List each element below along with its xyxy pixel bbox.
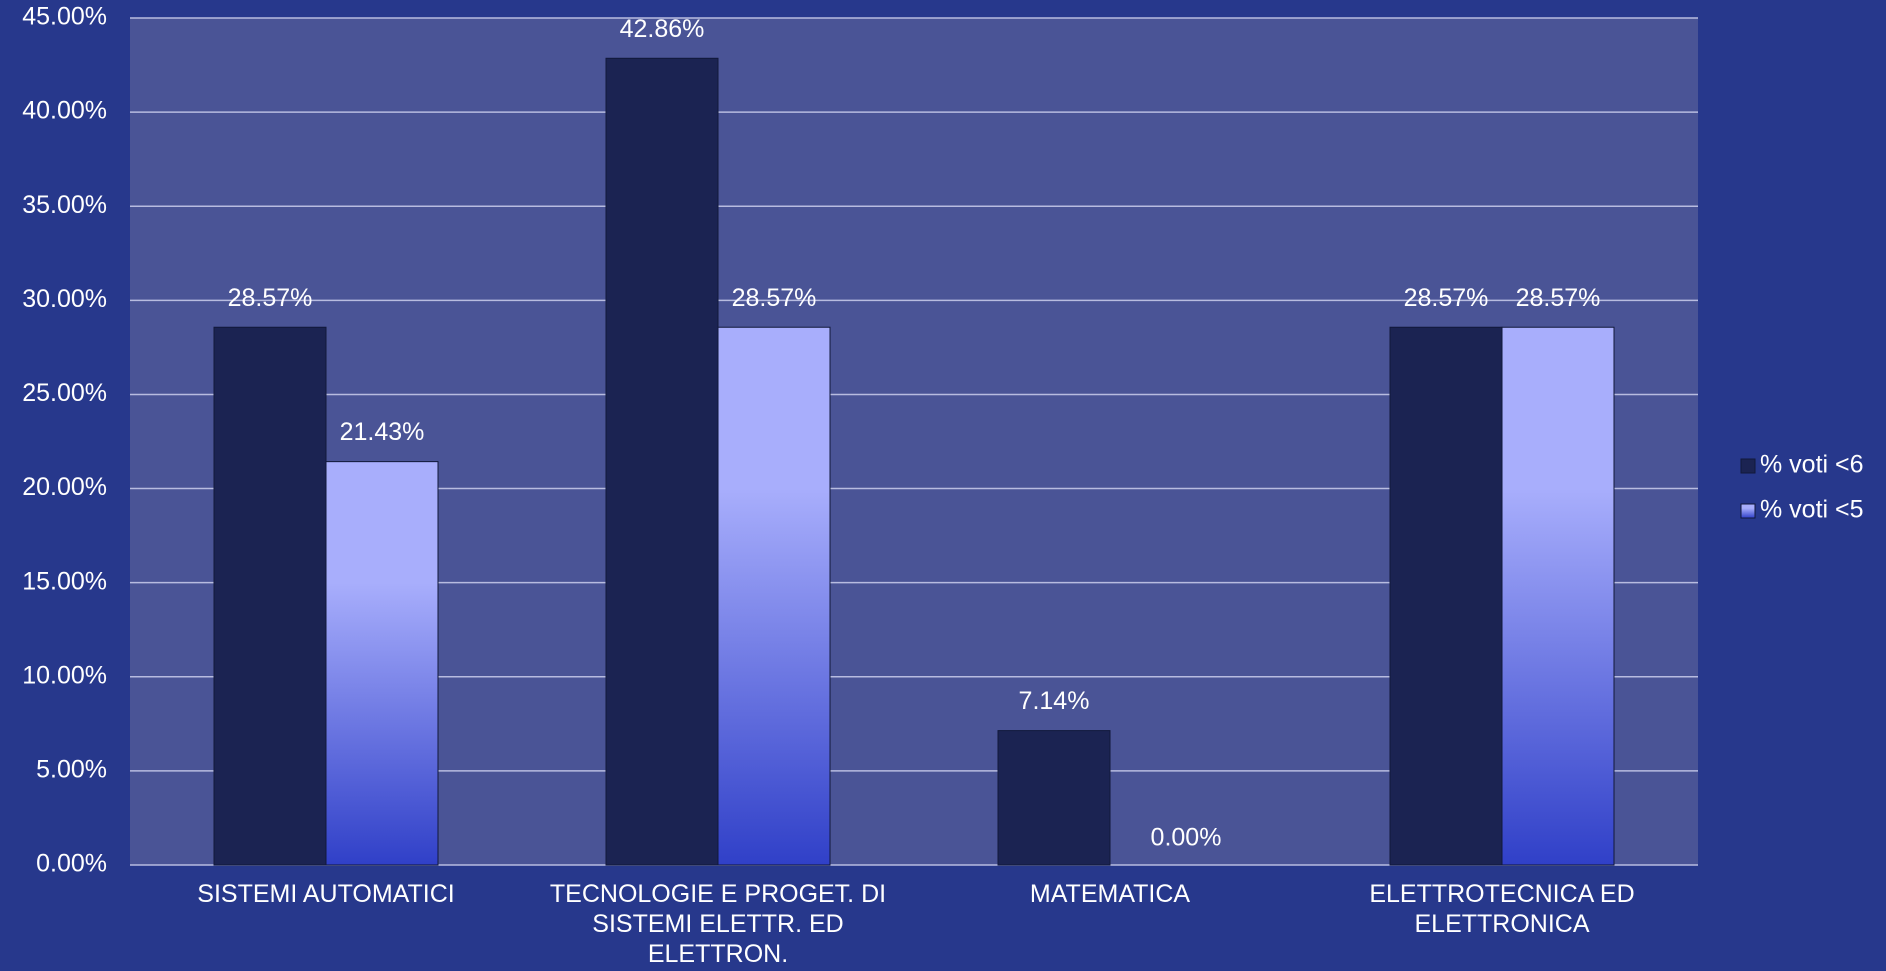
y-tick-label: 30.00% bbox=[22, 285, 107, 313]
y-tick-label: 25.00% bbox=[22, 379, 107, 407]
bar bbox=[997, 730, 1111, 866]
value-label: 42.86% bbox=[620, 15, 705, 43]
x-tick-label-box: ELETTROTECNICA ED ELETTRONICA bbox=[1369, 880, 1635, 938]
y-tick-label: 0.00% bbox=[36, 850, 107, 878]
legend-label: % voti <5 bbox=[1760, 496, 1864, 524]
y-tick-label: 45.00% bbox=[22, 3, 107, 31]
legend-label: % voti <6 bbox=[1760, 451, 1864, 479]
x-tick-label: TECNOLOGIE E PROGET. DI SISTEMI ELETTR. … bbox=[549, 880, 887, 968]
x-tick-label: MATEMATICA bbox=[1029, 880, 1191, 908]
value-label: 28.57% bbox=[228, 284, 313, 312]
x-tick-label: ELETTROTECNICA ED ELETTRONICA bbox=[1369, 880, 1635, 938]
x-tick-label-box: SISTEMI AUTOMATICI bbox=[197, 880, 455, 908]
x-tick-label: SISTEMI AUTOMATICI bbox=[197, 880, 455, 908]
x-tick-label-box: MATEMATICA bbox=[1029, 880, 1191, 908]
value-label: 28.57% bbox=[732, 284, 817, 312]
value-label: 28.57% bbox=[1404, 284, 1489, 312]
value-label: 7.14% bbox=[1019, 687, 1090, 715]
value-label: 0.00% bbox=[1151, 824, 1222, 852]
y-tick-label: 5.00% bbox=[36, 755, 107, 783]
value-label: 21.43% bbox=[340, 418, 425, 446]
y-tick-label: 15.00% bbox=[22, 567, 107, 595]
bar bbox=[1389, 326, 1503, 866]
bar bbox=[325, 461, 439, 866]
bar bbox=[213, 326, 327, 866]
legend-swatch bbox=[1740, 458, 1756, 474]
bar bbox=[1501, 326, 1615, 866]
y-tick-label: 35.00% bbox=[22, 191, 107, 219]
bar bbox=[605, 57, 719, 866]
y-tick-label: 20.00% bbox=[22, 473, 107, 501]
bar bbox=[717, 326, 831, 866]
x-tick-label-box: TECNOLOGIE E PROGET. DI SISTEMI ELETTR. … bbox=[549, 880, 887, 968]
value-label: 28.57% bbox=[1516, 284, 1601, 312]
y-tick-label: 40.00% bbox=[22, 97, 107, 125]
legend-swatch bbox=[1740, 503, 1756, 519]
y-tick-label: 10.00% bbox=[22, 661, 107, 689]
